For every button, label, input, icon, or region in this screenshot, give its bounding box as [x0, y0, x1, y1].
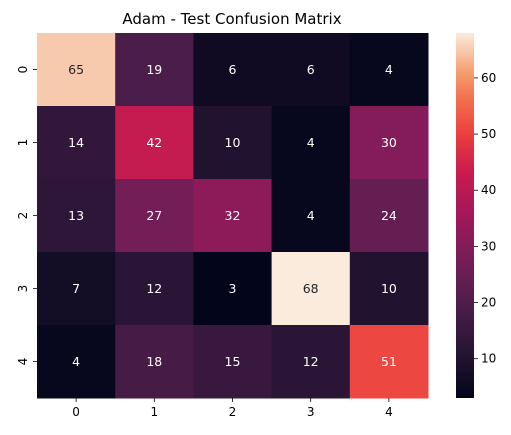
y-tick-label-3: 3 — [16, 285, 30, 293]
heatmap-cell-r0-c1 — [115, 33, 194, 107]
colorbar-tick-label-3: 40 — [481, 183, 496, 197]
x-tick-label-3: 3 — [307, 405, 315, 419]
heatmap-cell-r2-c2 — [193, 179, 273, 253]
heatmap-cell-r4-c4 — [349, 325, 429, 399]
colorbar-tick-label-4: 50 — [481, 127, 496, 141]
cell-value-r3-c1: 12 — [146, 281, 162, 296]
cell-value-r4-c3: 12 — [303, 354, 319, 369]
cell-value-r1-c4: 30 — [381, 135, 397, 150]
cell-value-r4-c2: 15 — [225, 354, 241, 369]
colorbar: 10 20 30 40 50 60 — [456, 33, 496, 398]
heatmap-cell-r1-c1 — [115, 106, 194, 180]
heatmap-cell-r2-c1 — [115, 179, 194, 253]
heatmap-cell-r3-c1 — [115, 252, 194, 326]
x-tick-label-2: 2 — [229, 405, 237, 419]
colorbar-tick-label-2: 30 — [481, 239, 496, 253]
cell-value-r2-c4: 24 — [381, 208, 397, 223]
x-axis: 0 1 2 3 4 — [72, 398, 393, 419]
heatmap-cell-r1-c0 — [37, 106, 116, 180]
cell-value-r4-c4: 51 — [381, 354, 397, 369]
cell-value-r2-c0: 13 — [68, 208, 84, 223]
heatmap-cell-r4-c2 — [193, 325, 273, 399]
y-axis: 0 1 2 3 4 — [16, 66, 37, 366]
cell-value-r3-c2: 3 — [229, 281, 237, 296]
heatmap-cell-labels: 65 19 6 6 4 14 42 10 4 30 13 27 32 4 24 7 12 3 68 10 4 18 15 12… — [68, 62, 397, 369]
heatmap-cell-r3-c4 — [349, 252, 429, 326]
heatmap-cell-r3-c3 — [271, 252, 351, 326]
heatmap-cell-r2-c4 — [349, 179, 429, 253]
heatmap-cell-r0-c3 — [271, 33, 351, 107]
cell-value-r1-c2: 10 — [225, 135, 241, 150]
heatmap-cell-r4-c0 — [37, 325, 116, 399]
cell-value-r0-c3: 6 — [307, 62, 315, 77]
cell-value-r3-c4: 10 — [381, 281, 397, 296]
x-tick-label-1: 1 — [150, 405, 158, 419]
chart-title: Adam - Test Confusion Matrix — [122, 10, 341, 28]
heatmap-cell-r4-c3 — [271, 325, 351, 399]
cell-value-r1-c0: 14 — [68, 135, 84, 150]
y-tick-label-2: 2 — [16, 212, 30, 220]
cell-value-r1-c3: 4 — [307, 135, 315, 150]
x-tick-label-0: 0 — [72, 405, 80, 419]
heatmap-cell-r0-c4 — [349, 33, 429, 107]
colorbar-gradient — [456, 33, 474, 398]
y-tick-label-4: 4 — [16, 358, 30, 366]
cell-value-r0-c2: 6 — [229, 62, 237, 77]
heatmap-cell-r1-c4 — [349, 106, 429, 180]
colorbar-tick-label-1: 20 — [481, 296, 496, 310]
cell-value-r0-c0: 65 — [68, 62, 84, 77]
cell-value-r0-c4: 4 — [385, 62, 393, 77]
colorbar-tick-label-0: 10 — [481, 352, 496, 366]
y-tick-label-1: 1 — [16, 139, 30, 147]
heatmap-cell-r3-c2 — [193, 252, 273, 326]
heatmap-cell-r0-c2 — [193, 33, 273, 107]
heatmap-cell-r2-c0 — [37, 179, 116, 253]
y-tick-label-0: 0 — [16, 66, 30, 74]
heatmap-cell-r0-c0 — [37, 33, 116, 107]
cell-value-r4-c1: 18 — [146, 354, 162, 369]
cell-value-r3-c3: 68 — [303, 281, 319, 296]
cell-value-r0-c1: 19 — [146, 62, 162, 77]
cell-value-r3-c0: 7 — [72, 281, 80, 296]
heatmap-cell-r3-c0 — [37, 252, 116, 326]
cell-value-r2-c2: 32 — [225, 208, 241, 223]
heatmap-cell-r1-c2 — [193, 106, 273, 180]
cell-value-r2-c1: 27 — [146, 208, 162, 223]
heatmap-cell-r2-c3 — [271, 179, 351, 253]
heatmap-cell-r1-c3 — [271, 106, 351, 180]
heatmap-cell-r4-c1 — [115, 325, 194, 399]
colorbar-tick-label-5: 60 — [481, 71, 496, 85]
cell-value-r4-c0: 4 — [72, 354, 80, 369]
cell-value-r1-c1: 42 — [146, 135, 162, 150]
x-tick-label-4: 4 — [385, 405, 393, 419]
cell-value-r2-c3: 4 — [307, 208, 315, 223]
heatmap-cells — [37, 33, 429, 399]
